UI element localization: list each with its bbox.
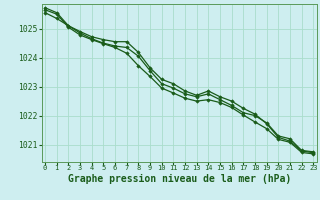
X-axis label: Graphe pression niveau de la mer (hPa): Graphe pression niveau de la mer (hPa): [68, 174, 291, 184]
